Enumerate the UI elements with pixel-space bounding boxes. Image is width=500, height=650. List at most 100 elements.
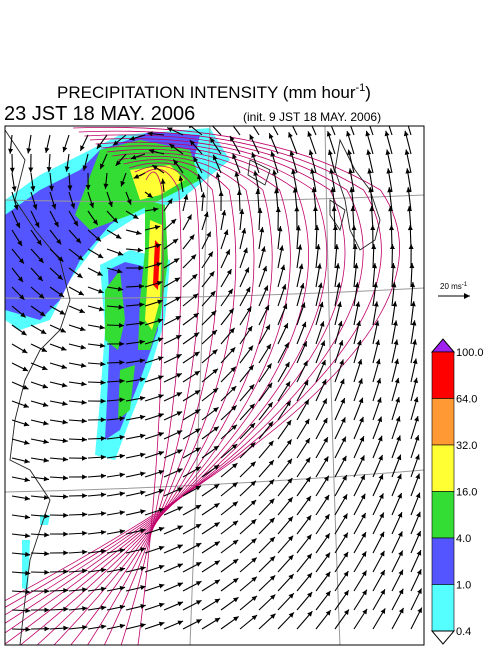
wind-arrowhead: [324, 494, 330, 501]
wind-arrowhead: [117, 250, 124, 256]
wind-arrowhead: [206, 231, 211, 238]
wind-arrowhead: [351, 225, 357, 231]
wind-arrowhead: [288, 574, 294, 580]
wind-arrowhead: [158, 394, 164, 399]
wind-arrowhead: [119, 397, 125, 403]
wind-arrowhead: [100, 511, 107, 517]
wind-arrowhead: [214, 560, 220, 566]
wind-arrowhead: [260, 246, 266, 252]
wind-arrowhead: [34, 222, 40, 228]
wind-arrowhead: [342, 475, 347, 481]
wind-arrowhead: [61, 382, 68, 388]
isobar: [137, 171, 164, 645]
wind-arrowhead: [19, 294, 25, 300]
wind-arrowhead: [208, 121, 213, 126]
wind-arrowhead: [81, 437, 87, 443]
wind-arrowhead: [232, 463, 238, 469]
wind-arrowhead: [360, 512, 366, 519]
wind-arrowhead: [307, 592, 313, 598]
wind-arrowhead: [78, 290, 84, 296]
wind-arrowhead: [82, 549, 88, 555]
wind-arrowhead: [81, 399, 87, 405]
wind-arrowhead: [158, 488, 165, 494]
wind-arrowhead: [250, 480, 256, 487]
wind-arrowhead: [177, 563, 183, 569]
wind-arrowhead: [169, 143, 175, 149]
wind-arrowhead: [379, 512, 384, 519]
wind-arrowhead: [340, 417, 346, 423]
wind-arrowhead: [140, 452, 146, 458]
wind-arrowhead: [96, 143, 102, 149]
wind-arrowhead: [343, 609, 349, 615]
wind-arrowhead: [118, 304, 124, 310]
wind-arrowhead: [140, 604, 146, 609]
wind-arrowhead: [44, 569, 50, 575]
wind-arrowhead: [249, 423, 256, 429]
precipitation: [5, 128, 230, 590]
wind-arrowhead: [138, 265, 144, 271]
wind-arrowhead: [158, 526, 165, 532]
reference-label: 20 ms-1: [440, 282, 468, 291]
wind-arrowhead: [305, 495, 311, 502]
wind-arrowhead: [81, 455, 88, 461]
wind-arrowhead: [386, 168, 392, 174]
isobar: [5, 130, 382, 608]
wind-arrowhead: [25, 626, 31, 632]
wind-vectors: [8, 121, 423, 632]
wind-arrowhead: [176, 354, 182, 359]
wind-arrowhead: [44, 551, 50, 557]
wind-arrowhead: [314, 225, 320, 231]
wind-arrowhead: [398, 588, 404, 595]
wind-arrowhead: [200, 192, 206, 198]
wind-arrowhead: [100, 361, 106, 367]
wind-arrowhead: [411, 320, 417, 326]
wind-arrowhead: [119, 604, 126, 610]
wind-arrowhead: [307, 611, 313, 617]
wind-vector: [388, 126, 393, 136]
colorbar-segment: [431, 351, 455, 399]
wind-arrowhead: [357, 359, 363, 365]
wind-arrowhead: [324, 514, 330, 520]
wind-arrowhead: [197, 173, 202, 180]
wind-arrowhead: [360, 493, 366, 500]
wind-arrowhead: [232, 539, 239, 545]
wind-arrowhead: [100, 567, 107, 573]
wind-arrowhead: [158, 450, 164, 456]
reference-superscript: -1: [462, 282, 468, 288]
isobars: [5, 126, 400, 645]
wind-arrowhead: [332, 225, 338, 231]
wind-arrowhead: [372, 263, 378, 269]
wind-arrowhead: [407, 225, 413, 231]
wind-arrowhead: [232, 559, 239, 565]
colorbar-over: [430, 338, 456, 353]
wind-arrowhead: [63, 531, 69, 537]
wind-arrowhead: [249, 134, 255, 141]
wind-arrowhead: [414, 416, 419, 422]
wind-arrowhead: [288, 612, 294, 618]
wind-arrowhead: [359, 436, 365, 442]
wind-arrowhead: [239, 208, 245, 215]
wind-arrowhead: [339, 359, 344, 366]
wind-arrowhead: [62, 401, 68, 406]
wind-arrowhead: [119, 623, 126, 629]
wind-arrowhead: [152, 165, 158, 171]
wind-arrowhead: [100, 454, 106, 460]
wind-vector: [311, 126, 317, 136]
wind-arrowhead: [241, 228, 247, 234]
wind-arrowhead: [44, 532, 50, 538]
wind-arrowhead: [403, 130, 409, 137]
wind-arrowhead: [44, 513, 50, 519]
wind-arrowhead: [306, 534, 312, 540]
wind-arrowhead: [303, 360, 308, 367]
wind-arrowhead: [63, 494, 69, 500]
wind-arrowhead: [358, 378, 363, 384]
wind-arrowhead: [194, 409, 201, 415]
wind-arrowhead: [379, 531, 385, 538]
wind-arrowhead: [157, 356, 164, 362]
wind-arrowhead: [98, 288, 104, 294]
wind-arrowhead: [392, 301, 398, 307]
wind-arrowhead: [53, 221, 59, 228]
wind-arrowhead: [247, 326, 253, 332]
wind-arrowhead: [193, 156, 199, 163]
wind-arrowhead: [192, 293, 199, 299]
